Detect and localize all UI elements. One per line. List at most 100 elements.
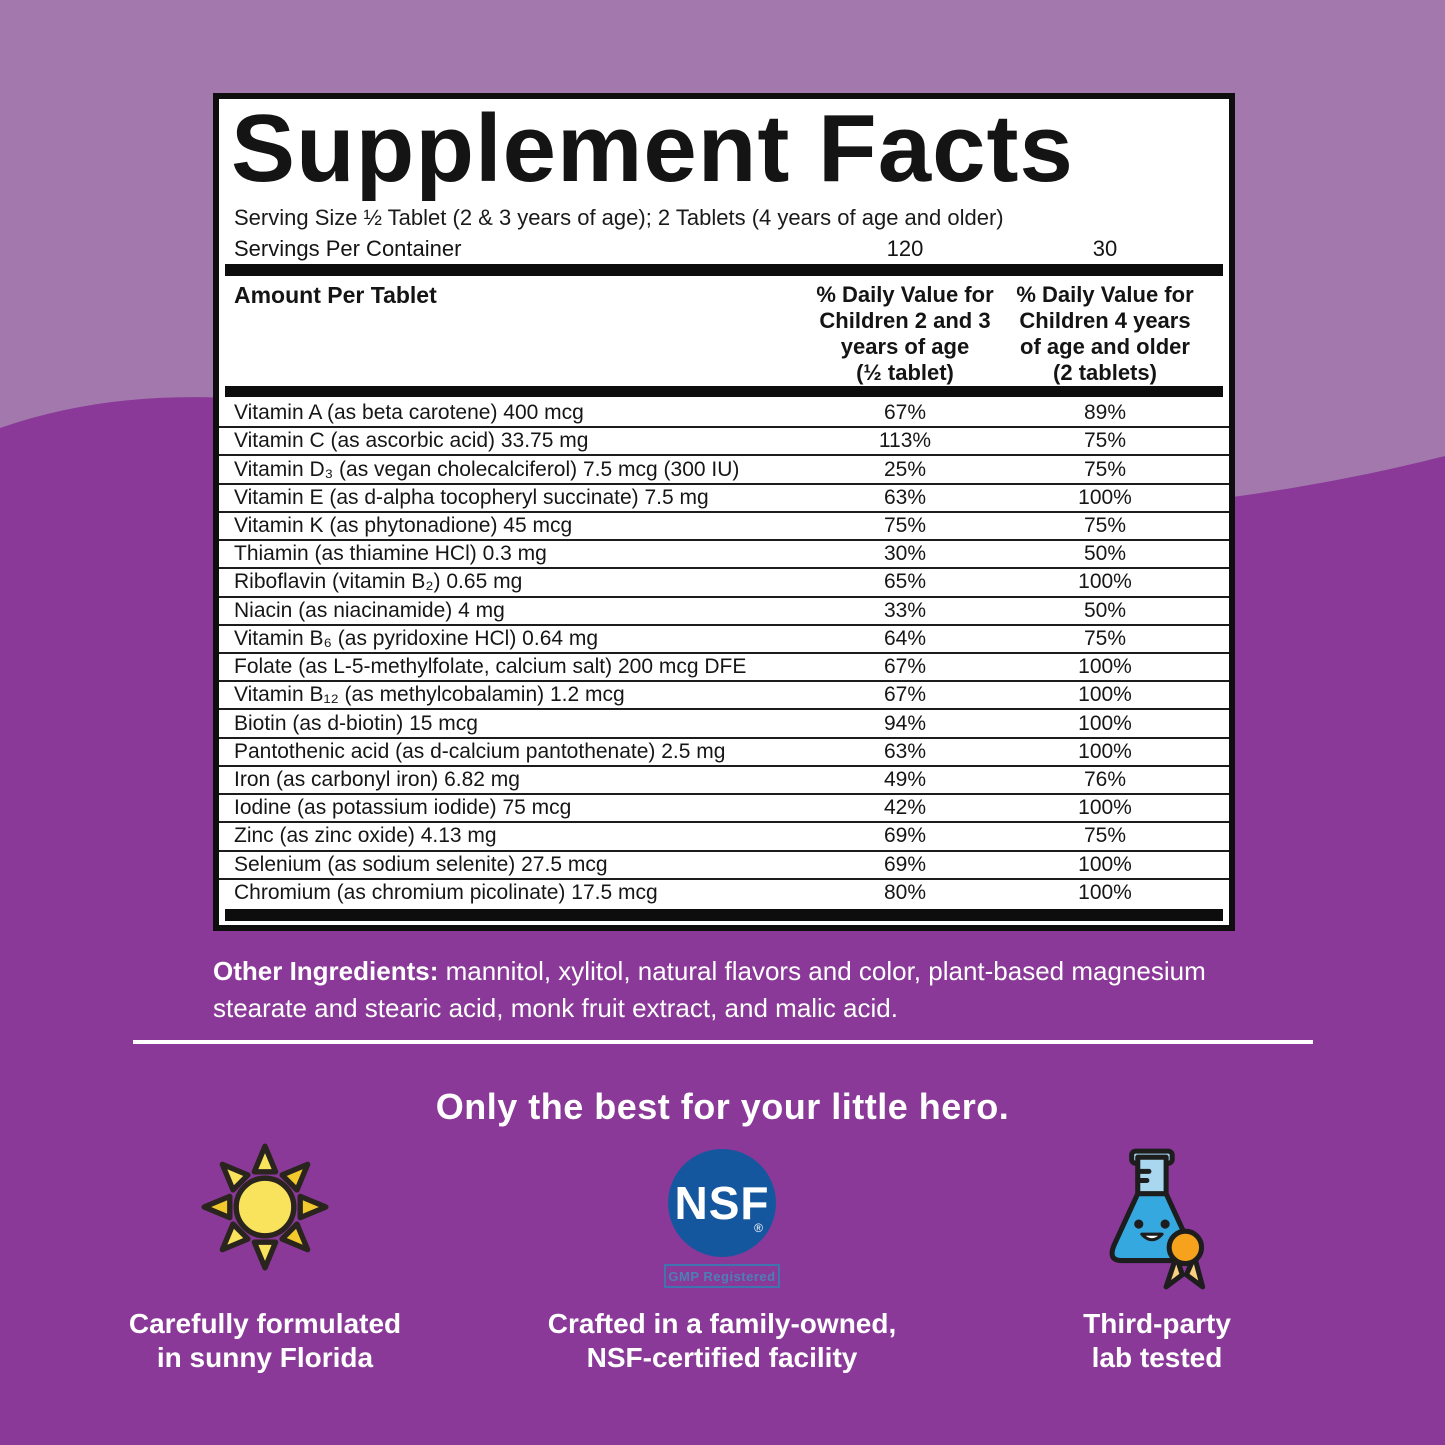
ingredient-name: Vitamin C (as ascorbic acid) 33.75 mg bbox=[234, 429, 589, 453]
ingredient-name: Vitamin E (as d-alpha tocopheryl succina… bbox=[234, 485, 709, 509]
dv-children-2-3: 42% bbox=[883, 796, 927, 820]
dv-children-4-plus: 75% bbox=[1083, 513, 1127, 537]
ingredient-name: Biotin (as d-biotin) 15 mcg bbox=[234, 711, 478, 735]
table-row: Vitamin D₃ (as vegan cholecalciferol) 7.… bbox=[219, 456, 1229, 485]
dv-children-4-plus: 100% bbox=[1078, 683, 1132, 707]
dv-children-4-plus: 100% bbox=[1078, 796, 1132, 820]
table-header-row: Amount Per Tablet % Daily Value for Chil… bbox=[219, 282, 1229, 386]
servings-per-container-row: Servings Per Container 120 30 bbox=[219, 236, 1229, 262]
dv-header-children-4-plus: % Daily Value for Children 4 years of ag… bbox=[1016, 282, 1194, 385]
dv-children-2-3: 69% bbox=[883, 852, 927, 876]
tagline: Only the best for your little hero. bbox=[435, 1086, 1010, 1127]
flask-icon bbox=[942, 1143, 1372, 1303]
table-row: Vitamin B₁₂ (as methylcobalamin) 1.2 mcg… bbox=[219, 682, 1229, 711]
table-row: Selenium (as sodium selenite) 27.5 mcg 6… bbox=[219, 852, 1229, 880]
ingredient-name: Riboflavin (vitamin B₂) 0.65 mg bbox=[234, 570, 523, 594]
ingredient-name: Iron (as carbonyl iron) 6.82 mg bbox=[234, 767, 520, 791]
ingredient-name: Thiamin (as thiamine HCl) 0.3 mg bbox=[234, 542, 547, 566]
servings-per-container-label: Servings Per Container bbox=[234, 236, 462, 261]
gmp-registered-badge: GMP Registered bbox=[664, 1264, 780, 1288]
dv-children-4-plus: 100% bbox=[1078, 485, 1132, 509]
table-row: Vitamin B₆ (as pyridoxine HCl) 0.64 mg 6… bbox=[219, 626, 1229, 654]
dv-children-2-3: 67% bbox=[883, 401, 927, 425]
ingredient-name: Pantothenic acid (as d-calcium pantothen… bbox=[234, 739, 726, 763]
dv-children-2-3: 113% bbox=[878, 429, 932, 453]
dv-children-4-plus: 76% bbox=[1083, 767, 1127, 791]
feature-caption: Crafted in a family-owned, NSF-certified… bbox=[547, 1308, 897, 1373]
table-row: Biotin (as d-biotin) 15 mcg 94% 100% bbox=[219, 710, 1229, 739]
serving-size-line: Serving Size ½ Tablet (2 & 3 years of ag… bbox=[234, 205, 1004, 230]
dv-children-2-3: 75% bbox=[883, 513, 927, 537]
dv-header-children-2-3: % Daily Value for Children 2 and 3 years… bbox=[816, 282, 994, 385]
table-row: Chromium (as chromium picolinate) 17.5 m… bbox=[219, 880, 1229, 906]
dv-children-2-3: 63% bbox=[883, 485, 927, 509]
ingredient-name: Vitamin D₃ (as vegan cholecalciferol) 7.… bbox=[234, 457, 740, 481]
dv-children-4-plus: 89% bbox=[1083, 401, 1127, 425]
dv-children-4-plus: 100% bbox=[1078, 880, 1132, 904]
amount-per-tablet-header: Amount Per Tablet bbox=[234, 282, 437, 308]
dv-children-2-3: 49% bbox=[883, 767, 927, 791]
divider-line bbox=[133, 1040, 1313, 1044]
other-ingredients-text: mannitol, xylitol, natural flavors and c… bbox=[213, 956, 1206, 1023]
thick-rule-bottom bbox=[225, 909, 1223, 921]
other-ingredients-label: Other Ingredients: bbox=[213, 956, 439, 986]
gmp-registered-text: GMP Registered bbox=[668, 1268, 776, 1284]
ingredient-name: Vitamin A (as beta carotene) 400 mcg bbox=[234, 401, 584, 425]
table-row: Vitamin E (as d-alpha tocopheryl succina… bbox=[219, 485, 1229, 513]
dv-children-2-3: 65% bbox=[883, 570, 927, 594]
ingredient-name: Vitamin B₁₂ (as methylcobalamin) 1.2 mcg bbox=[234, 683, 625, 707]
dv-children-2-3: 94% bbox=[883, 711, 927, 735]
dv-children-2-3: 25% bbox=[883, 457, 927, 481]
feature-lab-tested: Third-party lab tested bbox=[942, 1143, 1372, 1375]
feature-formulated-florida: Carefully formulated in sunny Florida bbox=[50, 1143, 480, 1375]
dv-children-2-3: 80% bbox=[883, 880, 927, 904]
supplement-rows: Vitamin A (as beta carotene) 400 mcg 67%… bbox=[219, 400, 1229, 906]
table-row: Pantothenic acid (as d-calcium pantothen… bbox=[219, 739, 1229, 767]
ingredient-name: Iodine (as potassium iodide) 75 mcg bbox=[234, 796, 572, 820]
ingredient-name: Selenium (as sodium selenite) 27.5 mcg bbox=[234, 852, 608, 876]
table-row: Vitamin C (as ascorbic acid) 33.75 mg 11… bbox=[219, 428, 1229, 457]
table-row: Riboflavin (vitamin B₂) 0.65 mg 65% 100% bbox=[219, 569, 1229, 598]
table-row: Zinc (as zinc oxide) 4.13 mg 69% 75% bbox=[219, 823, 1229, 852]
table-row: Niacin (as niacinamide) 4 mg 33% 50% bbox=[219, 598, 1229, 626]
table-row: Iodine (as potassium iodide) 75 mcg 42% … bbox=[219, 795, 1229, 824]
nsf-logo-text: NSF bbox=[674, 1177, 770, 1229]
ingredient-name: Vitamin K (as phytonadione) 45 mcg bbox=[234, 513, 573, 537]
dv-children-2-3: 69% bbox=[883, 824, 927, 848]
dv-children-4-plus: 100% bbox=[1078, 655, 1132, 679]
ingredient-name: Niacin (as niacinamide) 4 mg bbox=[234, 598, 505, 622]
dv-children-2-3: 30% bbox=[883, 542, 927, 566]
nsf-circle-icon: NSF ® bbox=[668, 1149, 776, 1257]
thick-rule-middle bbox=[225, 386, 1223, 397]
dv-children-4-plus: 100% bbox=[1078, 711, 1132, 735]
dv-children-4-plus: 100% bbox=[1078, 570, 1132, 594]
ingredient-name: Vitamin B₆ (as pyridoxine HCl) 0.64 mg bbox=[234, 626, 599, 650]
dv-children-2-3: 33% bbox=[883, 598, 927, 622]
feature-caption: Third-party lab tested bbox=[1083, 1308, 1231, 1373]
dv-children-4-plus: 100% bbox=[1078, 852, 1132, 876]
dv-children-4-plus: 50% bbox=[1083, 542, 1127, 566]
feature-caption: Carefully formulated in sunny Florida bbox=[128, 1308, 402, 1373]
table-row: Folate (as L-5-methylfolate, calcium sal… bbox=[219, 654, 1229, 683]
table-row: Iron (as carbonyl iron) 6.82 mg 49% 76% bbox=[219, 767, 1229, 796]
thick-rule-top bbox=[225, 264, 1223, 276]
servings-value-children-2-3: 120 bbox=[886, 236, 924, 261]
registered-trademark-icon: ® bbox=[754, 1221, 763, 1235]
dv-children-2-3: 63% bbox=[883, 739, 927, 763]
dv-children-2-3: 67% bbox=[883, 655, 927, 679]
panel-title: Supplement Facts bbox=[231, 95, 1074, 202]
dv-children-4-plus: 75% bbox=[1083, 626, 1127, 650]
table-row: Thiamin (as thiamine HCl) 0.3 mg 30% 50% bbox=[219, 541, 1229, 570]
dv-children-4-plus: 75% bbox=[1083, 457, 1127, 481]
dv-children-4-plus: 75% bbox=[1083, 429, 1127, 453]
ingredient-name: Chromium (as chromium picolinate) 17.5 m… bbox=[234, 880, 658, 904]
servings-value-children-4-plus: 30 bbox=[1092, 236, 1118, 261]
ingredient-name: Zinc (as zinc oxide) 4.13 mg bbox=[234, 824, 497, 848]
dv-children-4-plus: 75% bbox=[1083, 824, 1127, 848]
table-row: Vitamin K (as phytonadione) 45 mcg 75% 7… bbox=[219, 513, 1229, 542]
dv-children-2-3: 67% bbox=[883, 683, 927, 707]
dv-children-4-plus: 50% bbox=[1083, 598, 1127, 622]
sun-icon bbox=[50, 1143, 480, 1303]
dv-children-2-3: 64% bbox=[883, 626, 927, 650]
